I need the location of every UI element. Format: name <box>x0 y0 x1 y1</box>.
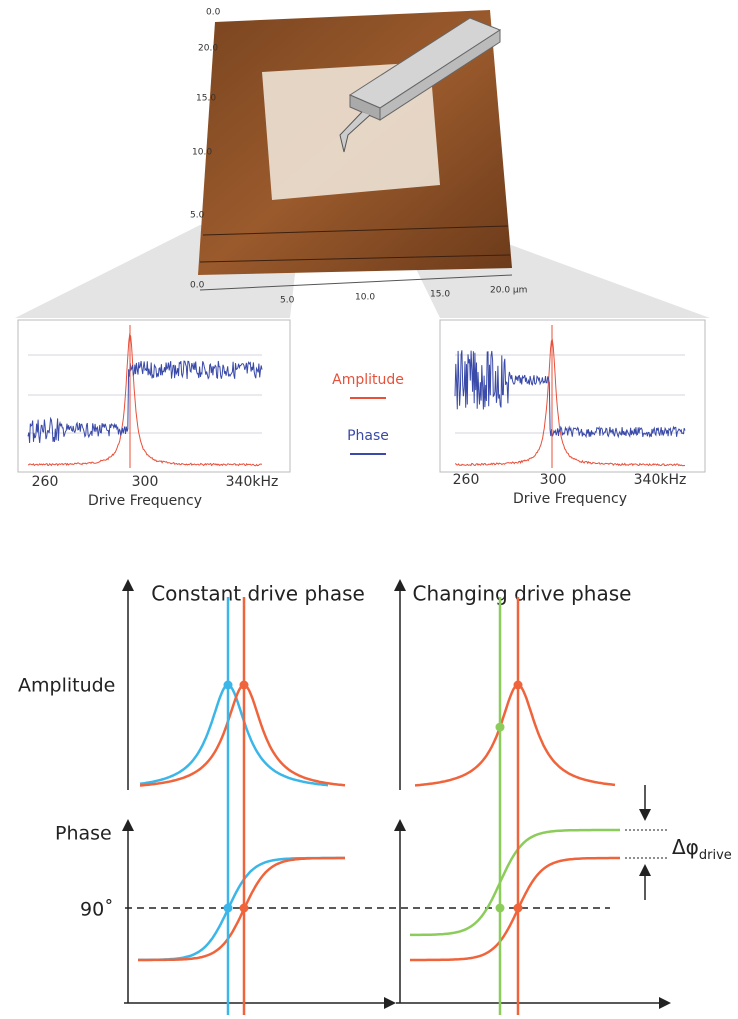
legend-amplitude: Amplitude <box>332 372 404 388</box>
afm-label: 20.0 µm <box>490 286 527 296</box>
curve <box>410 856 620 962</box>
amplitude-trace <box>454 338 686 467</box>
dot <box>495 903 505 913</box>
curve <box>139 683 346 787</box>
dot <box>223 903 233 913</box>
afm-label: 15.0 <box>430 290 450 300</box>
afm-line <box>199 254 511 263</box>
phase-trace <box>454 350 686 439</box>
afm-label: 20.0 <box>198 44 218 54</box>
tick-label: 340kHz <box>226 474 279 490</box>
title: Changing drive phase <box>413 582 632 606</box>
schematic-curves <box>138 597 620 1015</box>
delta-label: Δφdrive <box>672 835 732 863</box>
axis-label: 90˚ <box>80 899 114 921</box>
afm-axis <box>199 274 513 291</box>
amplitude-trace <box>27 333 263 467</box>
tick-label: 260 <box>453 472 480 488</box>
dot <box>513 903 523 913</box>
afm-label: 10.0 <box>192 148 212 158</box>
x-label: Drive Frequency <box>88 493 202 509</box>
dot <box>239 680 249 690</box>
axes <box>122 579 671 1009</box>
dot <box>513 680 523 690</box>
tip <box>339 111 371 153</box>
legend-phase: Phase <box>347 428 389 444</box>
curve <box>414 683 616 787</box>
panel-plots <box>27 325 686 468</box>
afm-label: 0.0 <box>206 8 221 18</box>
dot <box>495 722 505 732</box>
afm-label: 5.0 <box>190 211 205 221</box>
curve <box>139 683 329 787</box>
x-label: Drive Frequency <box>513 491 627 507</box>
axis-label: Phase <box>55 823 112 845</box>
dot <box>223 680 233 690</box>
afm-line <box>202 225 509 236</box>
afm-label: 10.0 <box>355 293 375 303</box>
cantilever <box>379 29 501 121</box>
projection <box>380 195 710 318</box>
axis-label: Amplitude <box>18 675 115 697</box>
afm-label: 5.0 <box>280 296 295 306</box>
tick-label: 260 <box>32 474 59 490</box>
afm-label: 15.0 <box>196 94 216 104</box>
phase-trace <box>27 360 263 444</box>
left-panel <box>17 319 291 473</box>
tick-label: 300 <box>132 474 159 490</box>
tick-label: 300 <box>540 472 567 488</box>
title: Constant drive phase <box>151 582 365 606</box>
curve <box>410 828 620 937</box>
curve <box>138 856 345 962</box>
afm-label: 0.0 <box>190 281 205 291</box>
tick-label: 340kHz <box>634 472 687 488</box>
dot <box>239 903 249 913</box>
